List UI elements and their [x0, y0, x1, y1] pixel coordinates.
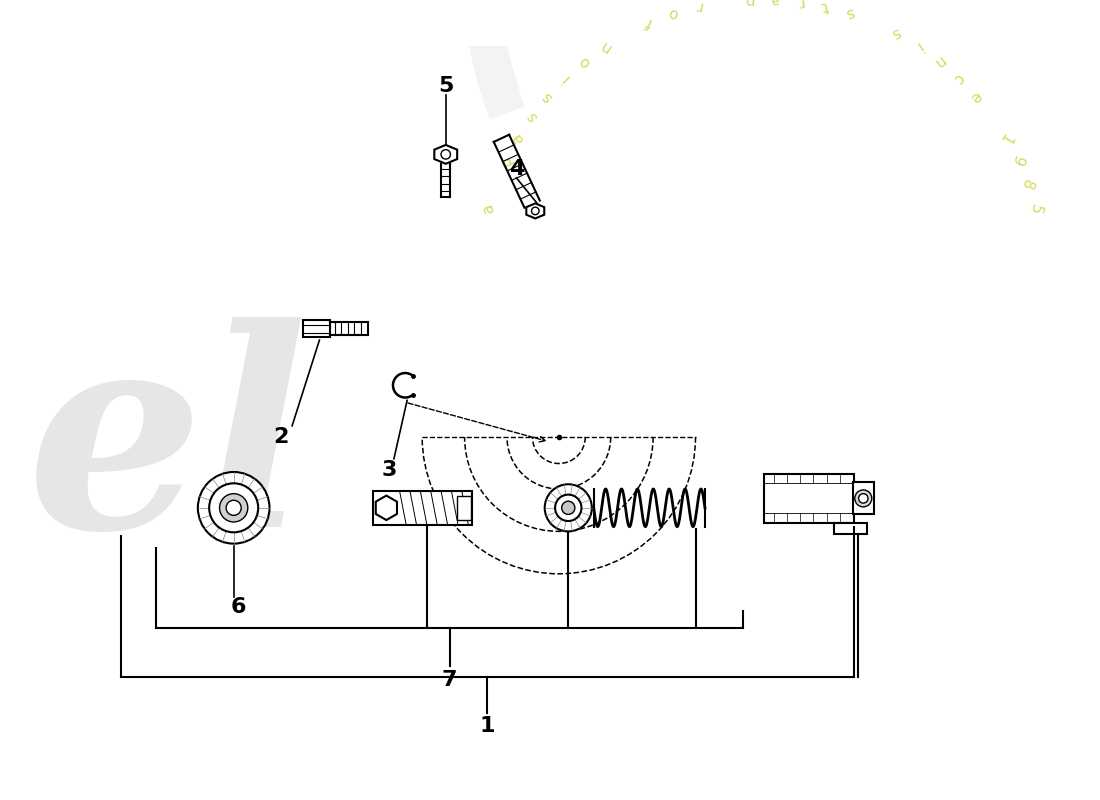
Circle shape: [855, 490, 872, 507]
Text: n: n: [597, 38, 613, 55]
Text: r: r: [693, 0, 703, 14]
Text: 5: 5: [438, 75, 453, 95]
Polygon shape: [526, 203, 544, 218]
Text: f: f: [645, 14, 656, 30]
Circle shape: [859, 494, 868, 503]
Text: p: p: [744, 0, 754, 7]
Text: a: a: [769, 0, 779, 7]
Text: a: a: [480, 202, 497, 215]
Bar: [458, 495, 471, 520]
Text: s: s: [524, 109, 540, 124]
Circle shape: [562, 502, 575, 514]
Text: t: t: [821, 0, 829, 14]
Circle shape: [556, 494, 582, 521]
Text: e: e: [967, 88, 984, 105]
PathPatch shape: [460, 0, 1100, 119]
Text: 1: 1: [997, 130, 1014, 146]
Bar: [304, 320, 330, 338]
Text: el: el: [26, 317, 309, 586]
Text: 3: 3: [382, 460, 397, 480]
Circle shape: [441, 150, 451, 159]
Circle shape: [531, 207, 539, 214]
Text: c: c: [949, 70, 966, 86]
Circle shape: [209, 483, 258, 532]
Text: s: s: [889, 25, 903, 42]
Text: 2: 2: [273, 427, 288, 447]
Text: 9: 9: [1009, 153, 1026, 168]
Bar: [373, 491, 472, 525]
Text: o: o: [576, 53, 593, 70]
Text: a: a: [509, 130, 527, 146]
Text: i: i: [912, 38, 924, 54]
Circle shape: [544, 484, 592, 531]
Text: i: i: [559, 71, 572, 85]
Text: p: p: [497, 153, 515, 168]
Text: 7: 7: [442, 670, 458, 690]
Circle shape: [220, 494, 248, 522]
Polygon shape: [376, 495, 397, 520]
Bar: [852, 482, 873, 514]
Text: r: r: [795, 0, 804, 10]
Text: 4: 4: [508, 158, 524, 178]
Text: o: o: [667, 4, 681, 22]
Circle shape: [227, 500, 241, 515]
Text: 6: 6: [231, 597, 246, 617]
Text: 1: 1: [480, 717, 495, 737]
Bar: [834, 523, 867, 534]
Bar: [764, 474, 854, 523]
Polygon shape: [434, 145, 458, 164]
Text: 8: 8: [1019, 177, 1035, 191]
Circle shape: [198, 472, 270, 544]
Text: s: s: [539, 89, 556, 105]
Text: s: s: [844, 5, 856, 22]
Text: n: n: [931, 52, 947, 70]
Text: 5: 5: [1026, 202, 1043, 215]
